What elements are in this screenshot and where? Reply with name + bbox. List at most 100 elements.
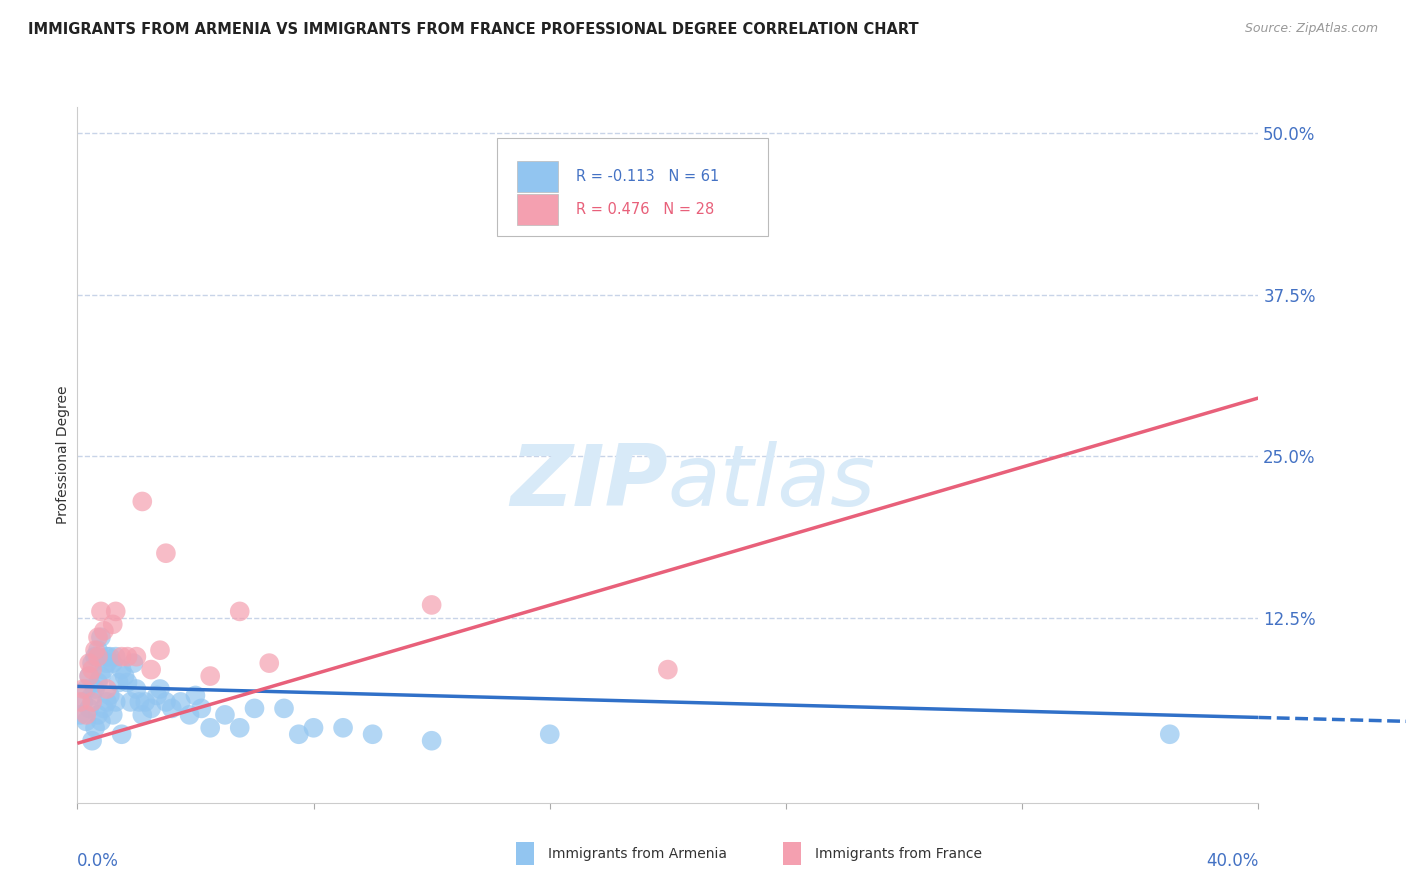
Point — [111, 649, 132, 664]
Point — [87, 630, 110, 644]
Point — [117, 675, 139, 690]
Bar — [516, 161, 558, 192]
Point — [111, 663, 132, 677]
Point — [120, 695, 142, 709]
Point — [332, 721, 354, 735]
Point — [104, 649, 127, 664]
Point — [111, 727, 132, 741]
Point — [90, 669, 112, 683]
Point — [131, 707, 153, 722]
Point — [214, 707, 236, 722]
Point — [75, 681, 97, 696]
Point — [101, 707, 124, 722]
FancyBboxPatch shape — [496, 138, 768, 235]
Point — [1159, 727, 1181, 741]
Point — [69, 707, 91, 722]
Point — [96, 656, 118, 670]
Point — [134, 695, 156, 709]
Point — [82, 663, 104, 677]
Point — [160, 701, 183, 715]
Text: atlas: atlas — [668, 442, 876, 524]
Point — [538, 727, 561, 741]
Point — [131, 494, 153, 508]
Point — [77, 701, 100, 715]
Point — [93, 624, 115, 638]
Point — [420, 598, 443, 612]
Point — [69, 695, 91, 709]
Text: Immigrants from Armenia: Immigrants from Armenia — [548, 847, 727, 861]
Point — [90, 630, 112, 644]
Point — [77, 669, 100, 683]
Point — [98, 689, 121, 703]
Point — [149, 643, 172, 657]
Point — [82, 689, 104, 703]
Point — [146, 689, 169, 703]
Point — [101, 656, 124, 670]
Point — [98, 649, 121, 664]
Point — [84, 643, 107, 657]
Point — [101, 617, 124, 632]
Point — [184, 689, 207, 703]
Point — [114, 669, 136, 683]
Point — [155, 695, 177, 709]
Point — [170, 695, 193, 709]
Point — [96, 649, 118, 664]
Point — [87, 649, 110, 664]
Point — [96, 695, 118, 709]
Point — [122, 656, 145, 670]
Point — [87, 643, 110, 657]
Text: R = 0.476   N = 28: R = 0.476 N = 28 — [575, 202, 714, 217]
Point — [273, 701, 295, 715]
Point — [84, 721, 107, 735]
Point — [93, 663, 115, 677]
Point — [243, 701, 266, 715]
Point — [141, 701, 163, 715]
Point — [229, 721, 252, 735]
Point — [93, 701, 115, 715]
Point — [125, 649, 148, 664]
Point — [77, 656, 100, 670]
Point — [229, 604, 252, 618]
Point — [87, 675, 110, 690]
Point — [259, 656, 281, 670]
Point — [107, 675, 129, 690]
Point — [302, 721, 325, 735]
Point — [87, 707, 110, 722]
Point — [82, 656, 104, 670]
Point — [104, 695, 127, 709]
Point — [657, 663, 679, 677]
Point — [72, 695, 94, 709]
Point — [420, 733, 443, 747]
Point — [200, 721, 222, 735]
Point — [155, 546, 177, 560]
Point — [288, 727, 311, 741]
Text: 0.0%: 0.0% — [77, 852, 120, 870]
Point — [90, 714, 112, 729]
Point — [72, 681, 94, 696]
Text: 40.0%: 40.0% — [1206, 852, 1258, 870]
Point — [125, 681, 148, 696]
Text: R = -0.113   N = 61: R = -0.113 N = 61 — [575, 169, 718, 184]
Text: IMMIGRANTS FROM ARMENIA VS IMMIGRANTS FROM FRANCE PROFESSIONAL DEGREE CORRELATIO: IMMIGRANTS FROM ARMENIA VS IMMIGRANTS FR… — [28, 22, 918, 37]
Point — [84, 681, 107, 696]
Point — [90, 604, 112, 618]
Point — [190, 701, 212, 715]
Text: Source: ZipAtlas.com: Source: ZipAtlas.com — [1244, 22, 1378, 36]
Point — [82, 695, 104, 709]
Text: Immigrants from France: Immigrants from France — [815, 847, 983, 861]
Point — [117, 649, 139, 664]
Text: ZIP: ZIP — [510, 442, 668, 524]
Point — [75, 714, 97, 729]
Y-axis label: Professional Degree: Professional Degree — [56, 385, 70, 524]
Point — [179, 707, 201, 722]
Point — [96, 681, 118, 696]
Point — [141, 663, 163, 677]
Bar — [516, 194, 558, 226]
Point — [77, 669, 100, 683]
Point — [84, 649, 107, 664]
Point — [200, 669, 222, 683]
Point — [82, 733, 104, 747]
Point — [104, 604, 127, 618]
Point — [361, 727, 384, 741]
Point — [509, 216, 531, 230]
